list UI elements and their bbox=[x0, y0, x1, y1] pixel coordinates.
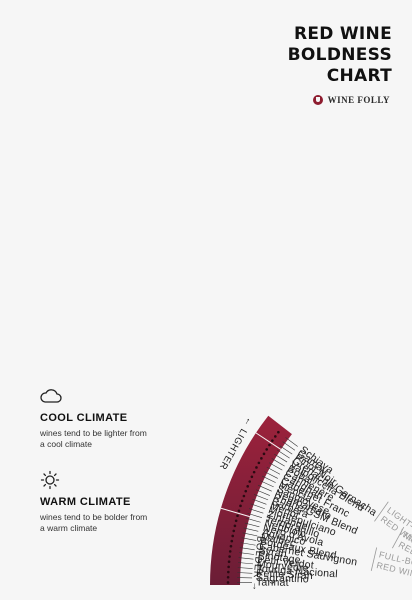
sun-icon bbox=[40, 470, 60, 490]
wine-dot bbox=[268, 443, 271, 447]
wine-tick bbox=[264, 471, 278, 479]
wine-dot bbox=[271, 439, 274, 442]
wine-label: Petite Sirah bbox=[256, 567, 313, 582]
wine-dot bbox=[244, 489, 248, 493]
wine-label: Syrah bbox=[258, 544, 288, 560]
wine-tick bbox=[248, 508, 264, 514]
wine-dot bbox=[240, 499, 244, 503]
title-line-2: BOLDNESS bbox=[287, 45, 392, 65]
wine-dot bbox=[242, 494, 246, 498]
wine-tick bbox=[269, 462, 283, 471]
wine-dot bbox=[229, 544, 233, 548]
wine-dot bbox=[232, 529, 236, 533]
wine-tick bbox=[285, 437, 298, 447]
wine-dot bbox=[246, 485, 249, 488]
group-separator bbox=[255, 432, 282, 450]
wine-dot bbox=[226, 575, 230, 579]
wine-tick bbox=[252, 498, 267, 505]
warm-climate-legend: WARM CLIMATE wines tend to be bolder fro… bbox=[40, 470, 160, 534]
wine-dot bbox=[237, 509, 241, 513]
wine-tick bbox=[241, 537, 257, 541]
wine-tick bbox=[254, 494, 269, 501]
chart-title: RED WINE BOLDNESS CHART bbox=[192, 24, 392, 87]
wine-dot bbox=[277, 430, 280, 434]
wine-tick bbox=[237, 572, 253, 574]
wine-dot bbox=[239, 504, 242, 508]
wine-dot bbox=[228, 550, 232, 553]
wine-dot bbox=[227, 560, 231, 563]
wine-tick bbox=[246, 517, 261, 523]
bolder-axis-label: BOLDER → bbox=[249, 535, 265, 592]
wine-dot bbox=[248, 480, 252, 483]
wine-tick bbox=[237, 562, 253, 565]
wine-tick bbox=[274, 453, 288, 463]
wine-tick bbox=[257, 484, 272, 492]
wine-tick bbox=[262, 475, 276, 483]
wine-dot bbox=[262, 452, 266, 456]
wine-dot bbox=[255, 466, 258, 469]
title-line-1: RED WINE bbox=[293, 24, 392, 44]
wine-label: Mourvèdre bbox=[256, 558, 309, 575]
wine-tick bbox=[239, 552, 255, 555]
group-bracket bbox=[391, 526, 405, 549]
wine-dot bbox=[260, 457, 263, 460]
cool-climate-legend: COOL CLIMATE wines tend to be lighter fr… bbox=[40, 386, 160, 450]
wine-tick bbox=[237, 567, 253, 569]
warm-climate-title: WARM CLIMATE bbox=[40, 496, 131, 508]
wine-dot bbox=[227, 565, 230, 569]
wine-tick bbox=[242, 532, 258, 537]
wine-tick bbox=[255, 489, 270, 496]
wine-tick bbox=[250, 503, 265, 510]
group-bracket bbox=[370, 547, 378, 571]
wine-dot bbox=[236, 514, 239, 518]
wine-dot bbox=[233, 524, 237, 528]
wine-tick bbox=[259, 480, 274, 488]
brand-logo: WINE FOLLY bbox=[312, 95, 390, 105]
wine-label: Pinotage bbox=[257, 549, 301, 567]
cool-climate-title: COOL CLIMATE bbox=[40, 412, 128, 424]
wine-dot bbox=[226, 581, 230, 584]
group-separators bbox=[220, 432, 282, 518]
wine-dot bbox=[231, 534, 235, 538]
wine-dot bbox=[274, 435, 277, 438]
wine-label: Sagrantino bbox=[256, 572, 309, 586]
wine-dot bbox=[234, 519, 238, 523]
group-separator bbox=[220, 507, 250, 518]
wine-tick bbox=[276, 449, 290, 459]
boldness-band bbox=[210, 415, 292, 585]
title-line-3: CHART bbox=[326, 66, 392, 86]
wine-dot bbox=[227, 570, 230, 574]
warm-climate-desc: wines tend to be bolder from a warm clim… bbox=[40, 512, 148, 533]
wine-tick bbox=[266, 466, 281, 475]
wine-tick bbox=[244, 522, 260, 528]
wine-label: Tannat bbox=[256, 577, 289, 589]
group-bracket bbox=[374, 501, 389, 522]
wine-dot bbox=[265, 448, 268, 451]
wine-tick bbox=[247, 513, 263, 518]
wine-dot bbox=[230, 539, 234, 543]
wine-label: Touriga Nacional bbox=[256, 563, 338, 581]
wine-dot bbox=[257, 461, 261, 465]
wine-tick bbox=[238, 557, 254, 560]
wine-tick bbox=[279, 445, 293, 455]
wine-ticks bbox=[226, 430, 298, 584]
wine-dot bbox=[252, 470, 256, 474]
wine-tick bbox=[271, 458, 285, 467]
wine-tick bbox=[240, 542, 256, 546]
cool-climate-desc: wines tend to be lighter from a cool cli… bbox=[40, 428, 147, 449]
brand-name: WINE FOLLY bbox=[327, 95, 390, 105]
wine-tick bbox=[239, 547, 255, 551]
wine-dot bbox=[228, 555, 231, 558]
wine-tick bbox=[282, 441, 296, 451]
wine-dot bbox=[250, 475, 254, 479]
wine-glass-icon bbox=[312, 95, 323, 105]
cloud-icon bbox=[40, 389, 62, 403]
wine-tick bbox=[243, 527, 259, 532]
